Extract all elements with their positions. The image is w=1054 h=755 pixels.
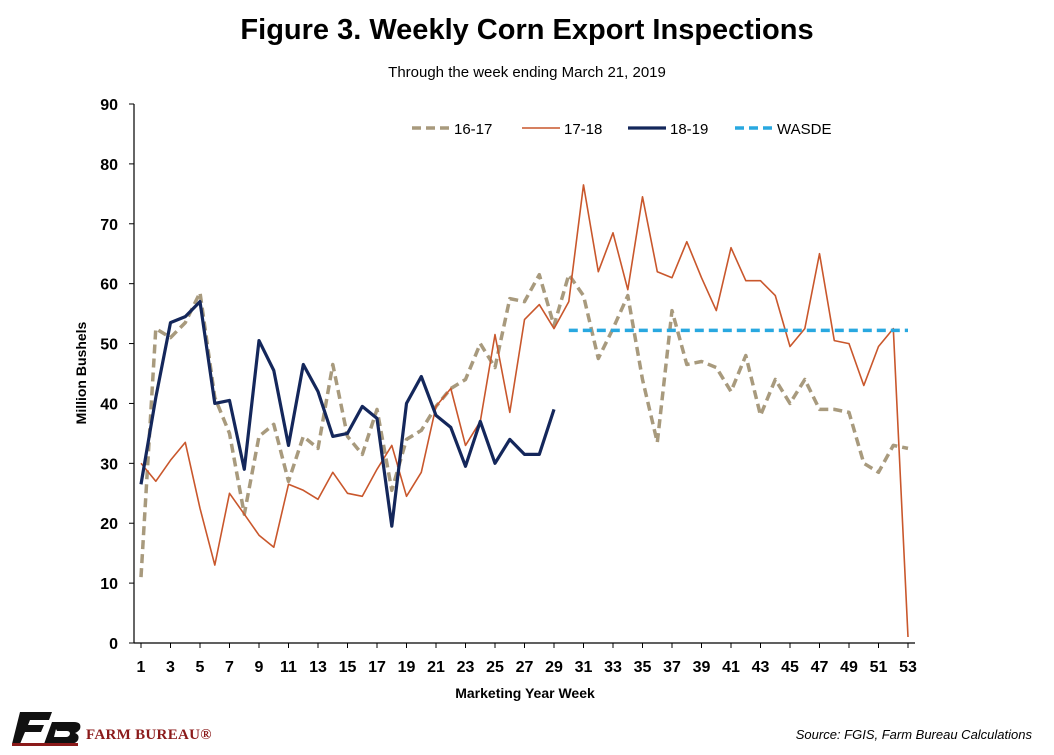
x-tick-label: 33: [604, 659, 622, 676]
x-tick-label: 45: [781, 659, 799, 676]
x-tick-label: 19: [398, 659, 416, 676]
y-tick-label: 20: [100, 516, 118, 533]
x-tick-label: 43: [752, 659, 770, 676]
x-tick-label: 51: [870, 659, 888, 676]
x-tick-label: 25: [486, 659, 504, 676]
logo-text: FARM BUREAU®: [86, 727, 212, 743]
x-tick-label: 39: [693, 659, 711, 676]
series-line-18-19: [139, 300, 556, 528]
x-tick-label: 9: [255, 659, 264, 676]
x-tick-label: 21: [427, 659, 445, 676]
x-tick-label: 3: [166, 659, 175, 676]
legend-label: 18-19: [670, 121, 708, 138]
x-tick-label: 29: [545, 659, 563, 676]
legend-label: 17-18: [564, 121, 602, 138]
farm-bureau-logo: [12, 712, 81, 746]
x-tick-label: 47: [811, 659, 829, 676]
y-axis-label: Million Bushels: [73, 321, 89, 424]
series-line-17-18: [140, 184, 909, 638]
x-tick-label: 15: [339, 659, 357, 676]
y-tick-label: 60: [100, 277, 118, 294]
x-tick-label: 41: [722, 659, 740, 676]
legend-label: WASDE: [777, 121, 831, 138]
x-axis-label: Marketing Year Week: [455, 685, 595, 701]
legend: 16-17 17-18 18-19 WASDE: [412, 121, 831, 138]
x-tick-label: 1: [137, 659, 146, 676]
series-lines: [139, 184, 909, 638]
y-tick-label: 30: [100, 456, 118, 473]
chart-title: Figure 3. Weekly Corn Export Inspections: [240, 14, 814, 46]
fb-logo-icon: [12, 712, 81, 746]
x-tick-label: 23: [457, 659, 475, 676]
y-tick-label: 80: [100, 157, 118, 174]
legend-label: 16-17: [454, 121, 492, 138]
source-note: Source: FGIS, Farm Bureau Calculations: [795, 727, 1032, 742]
y-tick-label: 0: [109, 636, 118, 653]
x-tick-label: 35: [634, 659, 652, 676]
x-tick-label: 11: [280, 659, 297, 676]
y-tick-label: 10: [100, 576, 118, 593]
x-tick-label: 53: [899, 659, 917, 676]
x-tick-label: 27: [516, 659, 534, 676]
x-tick-label: 13: [309, 659, 327, 676]
y-tick-label: 70: [100, 217, 118, 234]
y-tick-label: 40: [100, 396, 118, 413]
y-tick-label: 50: [100, 337, 118, 354]
x-tick-label: 5: [196, 659, 205, 676]
x-tick-label: 49: [840, 659, 858, 676]
series-line-16-17: [139, 272, 909, 578]
chart-subtitle: Through the week ending March 21, 2019: [388, 64, 666, 81]
x-tick-label: 7: [225, 659, 234, 676]
x-tick-label: 37: [663, 659, 681, 676]
x-tick-label: 31: [575, 659, 593, 676]
x-tick-label: 17: [368, 659, 386, 676]
y-tick-label: 90: [100, 97, 118, 114]
